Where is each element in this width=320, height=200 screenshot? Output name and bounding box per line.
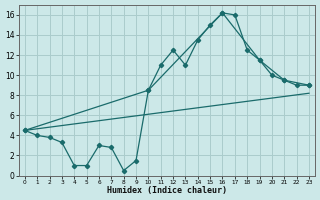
X-axis label: Humidex (Indice chaleur): Humidex (Indice chaleur) xyxy=(107,186,227,195)
